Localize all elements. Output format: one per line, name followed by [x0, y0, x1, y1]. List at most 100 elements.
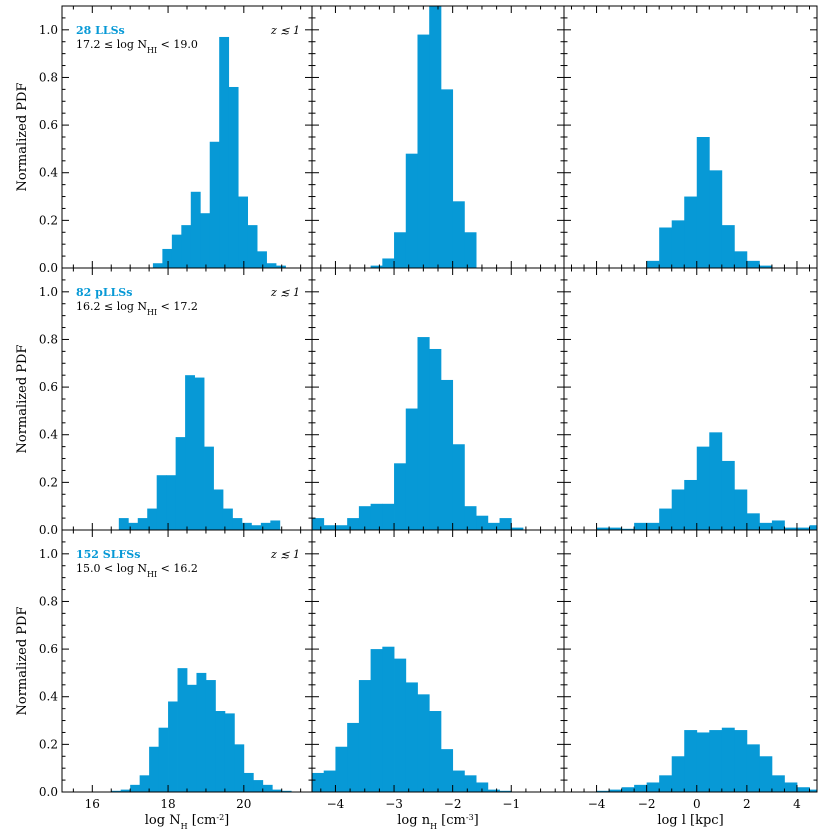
- histogram-bar: [634, 522, 648, 530]
- y-tick-label: 0.0: [39, 523, 58, 537]
- histogram-bar: [323, 525, 336, 530]
- histogram-bar: [158, 727, 169, 792]
- histogram-bar: [272, 789, 283, 792]
- histogram-bar: [759, 756, 773, 792]
- histogram-bar: [709, 432, 723, 530]
- x-tick-label: −4: [588, 797, 606, 811]
- histogram-bar: [609, 527, 623, 530]
- histogram-bar: [168, 701, 178, 792]
- histogram-bar: [671, 220, 685, 268]
- histogram-bar: [809, 525, 818, 530]
- histogram-bar: [405, 682, 418, 792]
- histogram-bar: [152, 263, 163, 268]
- histogram-bar: [137, 518, 148, 530]
- histogram-bar: [684, 730, 698, 792]
- histogram-bar: [746, 513, 760, 530]
- y-tick-label: 0.4: [39, 428, 58, 442]
- histogram-bar: [746, 744, 760, 792]
- histogram-bar: [224, 713, 235, 792]
- histogram-bar: [646, 782, 660, 792]
- histogram-bar: [118, 518, 129, 530]
- histogram-bar: [476, 515, 489, 530]
- histogram-bar: [487, 522, 500, 530]
- sample-title: 82 pLLSs: [76, 286, 132, 299]
- y-tick-label: 0.6: [39, 118, 58, 132]
- histogram-bar: [260, 522, 271, 530]
- histogram-bar: [499, 518, 512, 530]
- histogram-bar: [190, 191, 201, 268]
- histogram-bar: [417, 337, 430, 530]
- histogram-bar: [721, 727, 735, 792]
- histogram-bar: [370, 265, 383, 268]
- histogram-bar: [721, 225, 735, 268]
- y-tick-label: 0.0: [39, 785, 58, 799]
- y-tick-label: 0.8: [39, 70, 58, 84]
- panel-SLFS-l: −4 −2 0 2 4: [563, 529, 818, 811]
- column-density-range: 15.0 < log NHI < 16.2: [76, 562, 198, 579]
- y-tick-label: 0.8: [39, 594, 58, 608]
- column-density-range: 16.2 ≤ log NHI < 17.2: [76, 300, 198, 317]
- histogram-bar: [370, 649, 383, 792]
- histogram-bar: [130, 784, 141, 792]
- histogram-bar: [200, 213, 211, 268]
- x-tick-label: −2: [638, 797, 656, 811]
- histogram-bar: [394, 658, 407, 792]
- histogram-bar: [771, 775, 785, 792]
- histogram-bar: [659, 775, 673, 792]
- histogram-bar: [784, 782, 798, 792]
- y-tick-label: 0.6: [39, 642, 58, 656]
- histogram-bar: [177, 668, 188, 792]
- histogram-bar: [370, 503, 383, 530]
- y-tick-label: 1.0: [39, 285, 58, 299]
- histogram-bar: [222, 508, 233, 530]
- histogram-bar: [312, 518, 325, 530]
- histogram-bar: [382, 503, 395, 530]
- histogram-bar: [746, 260, 760, 268]
- histogram-bar: [238, 196, 249, 268]
- y-axis-label: Normalized PDF: [15, 345, 30, 454]
- column-density-range: 17.2 ≤ log NHI < 19.0: [76, 38, 198, 55]
- panel-pLLS-nH: [311, 267, 565, 531]
- histogram-bar: [394, 463, 407, 530]
- histogram-bar: [232, 518, 243, 530]
- y-tick-label: 0.4: [39, 166, 58, 180]
- x-tick-label: −3: [385, 797, 403, 811]
- histogram-bar: [440, 379, 454, 530]
- y-tick-label: 0.6: [39, 380, 58, 394]
- histogram-bar: [621, 528, 635, 530]
- y-tick-label: 0.2: [39, 737, 58, 751]
- y-tick-label: 0.2: [39, 475, 58, 489]
- histogram-bar: [241, 522, 252, 530]
- histogram-bar: [511, 527, 524, 530]
- histogram-bar: [394, 232, 407, 268]
- histogram-bar: [312, 772, 325, 792]
- histogram-bar: [784, 527, 798, 530]
- histogram-bar: [213, 489, 224, 530]
- histogram-bar: [429, 711, 442, 792]
- histogram-bar: [335, 525, 348, 530]
- histogram-bar: [251, 525, 262, 530]
- histogram-bar: [335, 746, 348, 792]
- histogram-bar: [120, 789, 131, 792]
- x-tick-label: −4: [327, 797, 345, 811]
- histogram-bar: [684, 479, 698, 530]
- sample-title: 28 LLSs: [76, 24, 125, 37]
- histogram-bar: [166, 475, 177, 530]
- histogram-bar: [215, 711, 226, 792]
- histogram-bar: [734, 489, 748, 530]
- y-axis-label: Normalized PDF: [15, 83, 30, 192]
- x-axis-label: log NH [cm-2]: [145, 813, 230, 830]
- histogram-bar: [247, 225, 258, 268]
- histogram-bar: [709, 170, 723, 268]
- histogram-bar: [646, 260, 660, 268]
- histogram-bar: [709, 730, 723, 792]
- histogram-bar: [270, 520, 281, 530]
- histogram-bar: [111, 790, 122, 792]
- histogram-bar: [659, 227, 673, 268]
- histogram-bar: [347, 722, 360, 792]
- panel-pLLS-l: [563, 267, 818, 531]
- histogram-bar: [128, 522, 139, 530]
- histogram-bar: [429, 6, 442, 268]
- histogram-bar: [809, 789, 818, 792]
